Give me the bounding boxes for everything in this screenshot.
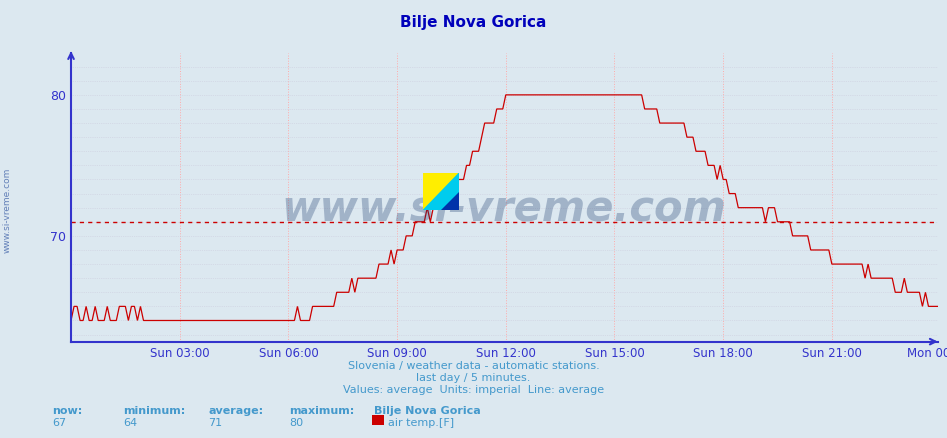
Polygon shape — [423, 173, 459, 210]
Text: 67: 67 — [52, 418, 66, 428]
Text: air temp.[F]: air temp.[F] — [388, 418, 455, 428]
Text: Bilje Nova Gorica: Bilje Nova Gorica — [374, 406, 481, 417]
Polygon shape — [441, 192, 459, 210]
Polygon shape — [423, 173, 459, 210]
Text: www.si-vreme.com: www.si-vreme.com — [3, 168, 12, 253]
Text: 80: 80 — [289, 418, 303, 428]
Text: Bilje Nova Gorica: Bilje Nova Gorica — [401, 15, 546, 30]
Text: Values: average  Units: imperial  Line: average: Values: average Units: imperial Line: av… — [343, 385, 604, 396]
Text: 64: 64 — [123, 418, 137, 428]
Text: maximum:: maximum: — [289, 406, 354, 417]
Text: now:: now: — [52, 406, 82, 417]
Text: www.si-vreme.com: www.si-vreme.com — [282, 187, 726, 230]
Text: minimum:: minimum: — [123, 406, 186, 417]
Text: Slovenia / weather data - automatic stations.: Slovenia / weather data - automatic stat… — [348, 361, 599, 371]
Text: 71: 71 — [208, 418, 223, 428]
Text: average:: average: — [208, 406, 263, 417]
Text: last day / 5 minutes.: last day / 5 minutes. — [417, 373, 530, 383]
